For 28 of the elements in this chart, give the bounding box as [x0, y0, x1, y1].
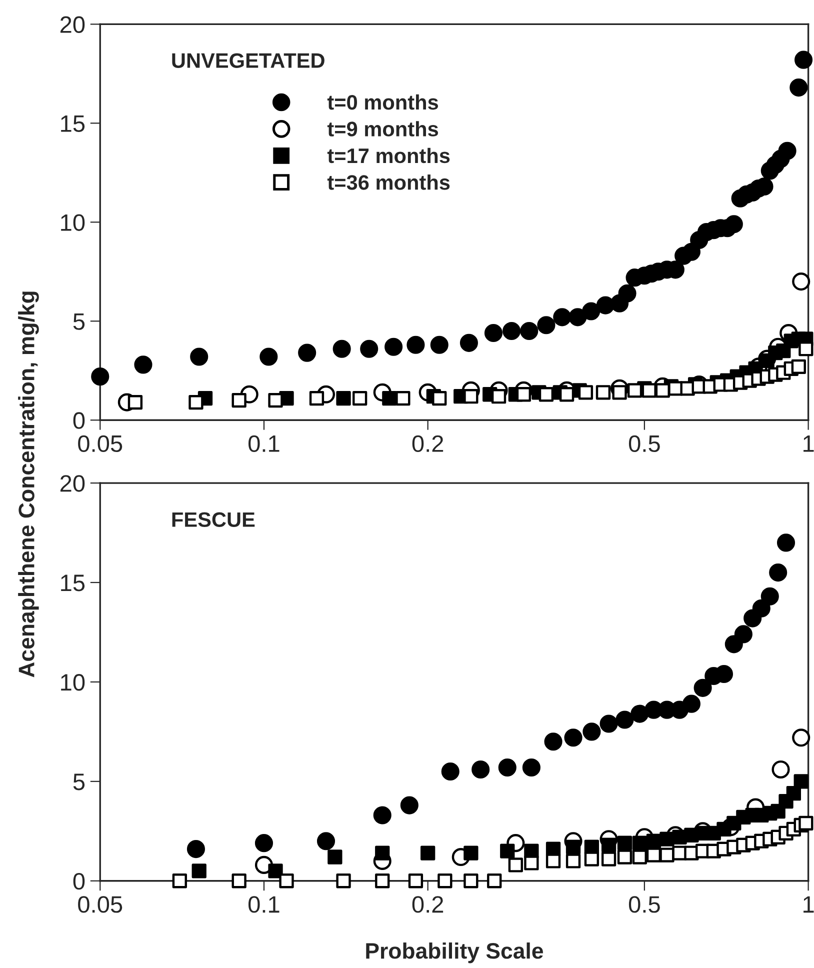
- y-tick-label: 10: [61, 674, 85, 691]
- y-tick-label: 5: [73, 313, 85, 330]
- annotation: FESCUE: [172, 512, 255, 527]
- legend-label: t=17 months: [327, 148, 450, 164]
- x-tick-label: 0.05: [78, 896, 122, 913]
- y-tick-label: 15: [61, 115, 85, 132]
- annotation: UNVEGETATED: [172, 53, 324, 68]
- x-tick-label: 0.5: [628, 896, 660, 913]
- x-tick-label: 1: [804, 436, 814, 452]
- legend-label: t=0 months: [327, 94, 438, 110]
- x-tick-label: 0.1: [248, 896, 280, 913]
- y-tick-label: 10: [61, 214, 85, 231]
- y-tick-label: 0: [73, 412, 85, 429]
- x-tick-label: 0.05: [78, 435, 122, 452]
- x-tick-label: 0.2: [412, 896, 444, 913]
- y-tick-label: 15: [61, 574, 85, 592]
- x-tick-label: 1: [804, 896, 814, 913]
- x-tick-label: 0.5: [628, 435, 660, 452]
- y-tick-label: 5: [73, 774, 85, 790]
- y-tick-label: 20: [60, 16, 85, 33]
- x-tick-label: 0.1: [248, 435, 280, 452]
- x-axis-title: Probability Scale: [366, 942, 543, 964]
- legend-label: t=36 months: [327, 174, 450, 190]
- legend-label: t=9 months: [327, 121, 438, 136]
- x-tick-label: 0.2: [412, 435, 444, 452]
- y-axis-title: Acenaphthene Concentration, mg/kg: [18, 292, 39, 678]
- y-tick-label: 0: [73, 872, 85, 890]
- y-tick-label: 20: [60, 475, 85, 492]
